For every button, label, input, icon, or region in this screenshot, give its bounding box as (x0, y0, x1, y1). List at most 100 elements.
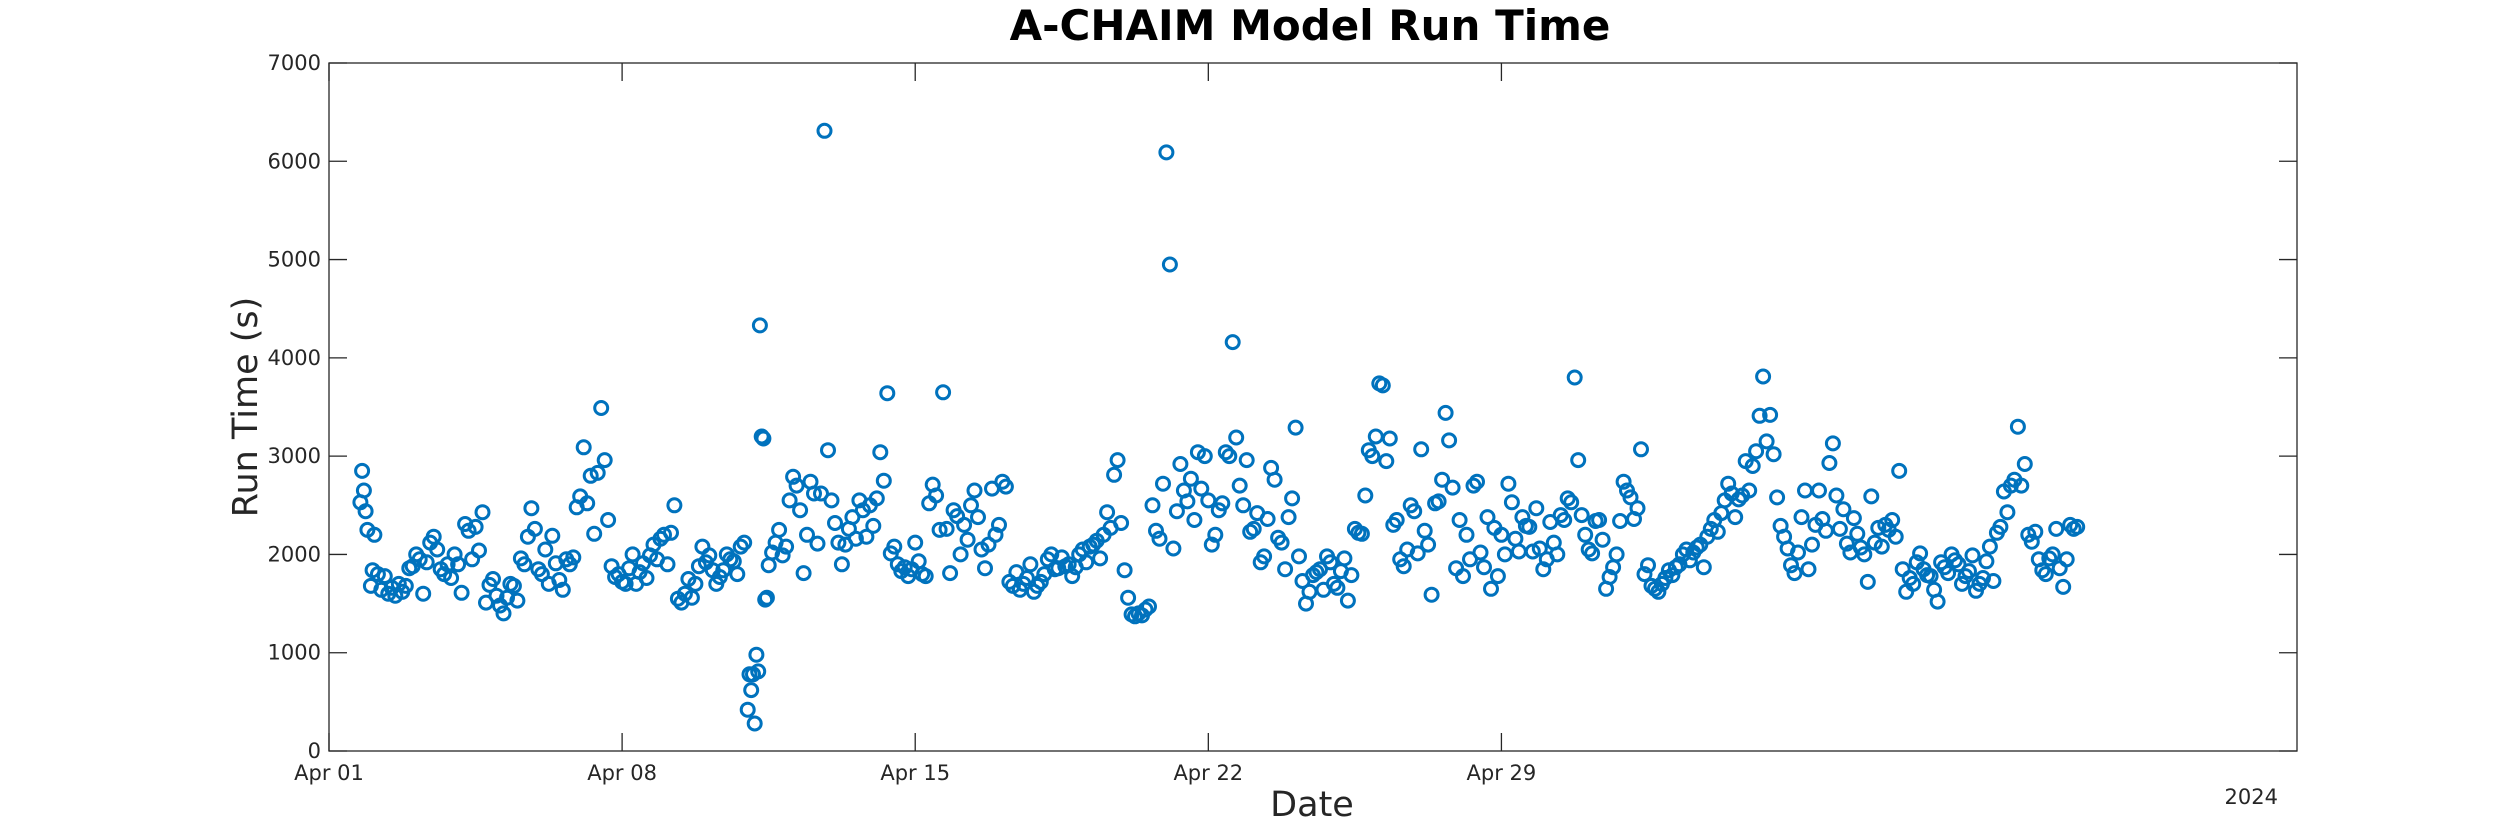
data-point (701, 547, 718, 564)
data-point (746, 715, 763, 732)
data-point (1786, 565, 1803, 582)
data-point (2013, 477, 2030, 494)
data-point (1158, 144, 1175, 161)
data-point (1640, 557, 1656, 574)
data-point (1856, 546, 1873, 563)
data-point (397, 577, 414, 594)
data-point (1469, 473, 1485, 490)
data-point (1476, 559, 1492, 576)
data-point (729, 566, 746, 583)
data-point (1451, 512, 1468, 528)
data-point (1489, 568, 1506, 585)
data-point (1633, 441, 1649, 458)
data-point (1584, 545, 1601, 562)
data-point (778, 538, 795, 555)
data-point (1378, 453, 1395, 470)
data-point (1207, 526, 1224, 543)
data-point (1762, 406, 1779, 423)
data-point (1695, 559, 1712, 576)
data-point (1231, 477, 1248, 494)
data-point (774, 547, 791, 564)
y-tick-label: 6000 (268, 149, 321, 173)
data-point (736, 534, 753, 551)
data-point (938, 520, 955, 537)
data-point (586, 525, 603, 542)
y-tick-label: 5000 (268, 248, 321, 272)
data-point (471, 542, 487, 559)
data-point (2062, 516, 2079, 533)
x-axis-year-label: 2024 (2225, 785, 2278, 809)
data-point (1329, 579, 1346, 596)
data-point (1029, 577, 1046, 594)
data-point (1165, 540, 1182, 557)
data-point (1790, 544, 1806, 561)
data-point (795, 565, 812, 582)
data-point (1032, 573, 1049, 590)
data-point (1594, 531, 1611, 548)
data-point (1528, 500, 1545, 517)
data-point (1730, 491, 1747, 508)
data-point (1800, 561, 1817, 578)
data-point (1228, 429, 1245, 446)
data-point (579, 495, 596, 512)
data-point (1741, 482, 1758, 499)
data-point (1961, 563, 1977, 580)
data-point (816, 122, 833, 139)
x-tick-label: Apr 08 (587, 761, 657, 785)
data-point (935, 384, 952, 401)
data-point (1887, 528, 1904, 545)
data-point (1441, 432, 1458, 449)
data-point (2009, 418, 2026, 435)
chart-title: A-CHAIM Model Run Time (1010, 1, 1611, 50)
data-point (1608, 546, 1625, 563)
data-point (1214, 495, 1231, 512)
data-point (806, 485, 822, 502)
data-point (1106, 466, 1123, 483)
data-point (1256, 548, 1273, 565)
data-point (1423, 586, 1440, 603)
data-point (1357, 487, 1374, 504)
data-point (467, 518, 484, 535)
data-point (1985, 573, 2002, 589)
data-point (1601, 569, 1618, 585)
data-point (1280, 509, 1297, 526)
data-point (1804, 536, 1820, 553)
data-point (474, 504, 491, 521)
data-point (509, 592, 526, 609)
data-point (683, 589, 700, 606)
y-tick-label: 7000 (268, 51, 321, 75)
data-point (656, 526, 672, 543)
data-point (1120, 589, 1137, 606)
data-point (956, 516, 973, 533)
data-point (1720, 475, 1737, 492)
data-point (1727, 509, 1744, 526)
data-point (809, 535, 826, 552)
data-point (485, 571, 501, 587)
data-point (1503, 494, 1520, 511)
data-point (1291, 548, 1307, 565)
data-point (1416, 522, 1433, 539)
data-point (758, 589, 775, 606)
data-point (1709, 523, 1726, 540)
data-point (2027, 523, 2044, 540)
data-point (1580, 541, 1597, 558)
data-point (2037, 566, 2054, 583)
data-point (617, 575, 634, 592)
data-point (1521, 518, 1538, 535)
data-point (1374, 377, 1391, 394)
data-point (1992, 518, 2009, 535)
data-point (1343, 567, 1360, 584)
y-tick-label: 3000 (268, 444, 321, 468)
data-point (659, 556, 676, 573)
data-point (589, 464, 606, 481)
data-point (1406, 503, 1423, 520)
data-point (1179, 493, 1196, 510)
data-point (886, 538, 903, 555)
data-point (1765, 446, 1782, 463)
data-point (875, 472, 892, 489)
data-point (1186, 512, 1203, 528)
data-point (751, 317, 768, 334)
y-axis-label: Run Time (s) (226, 297, 266, 518)
y-tick-label: 2000 (268, 542, 321, 566)
